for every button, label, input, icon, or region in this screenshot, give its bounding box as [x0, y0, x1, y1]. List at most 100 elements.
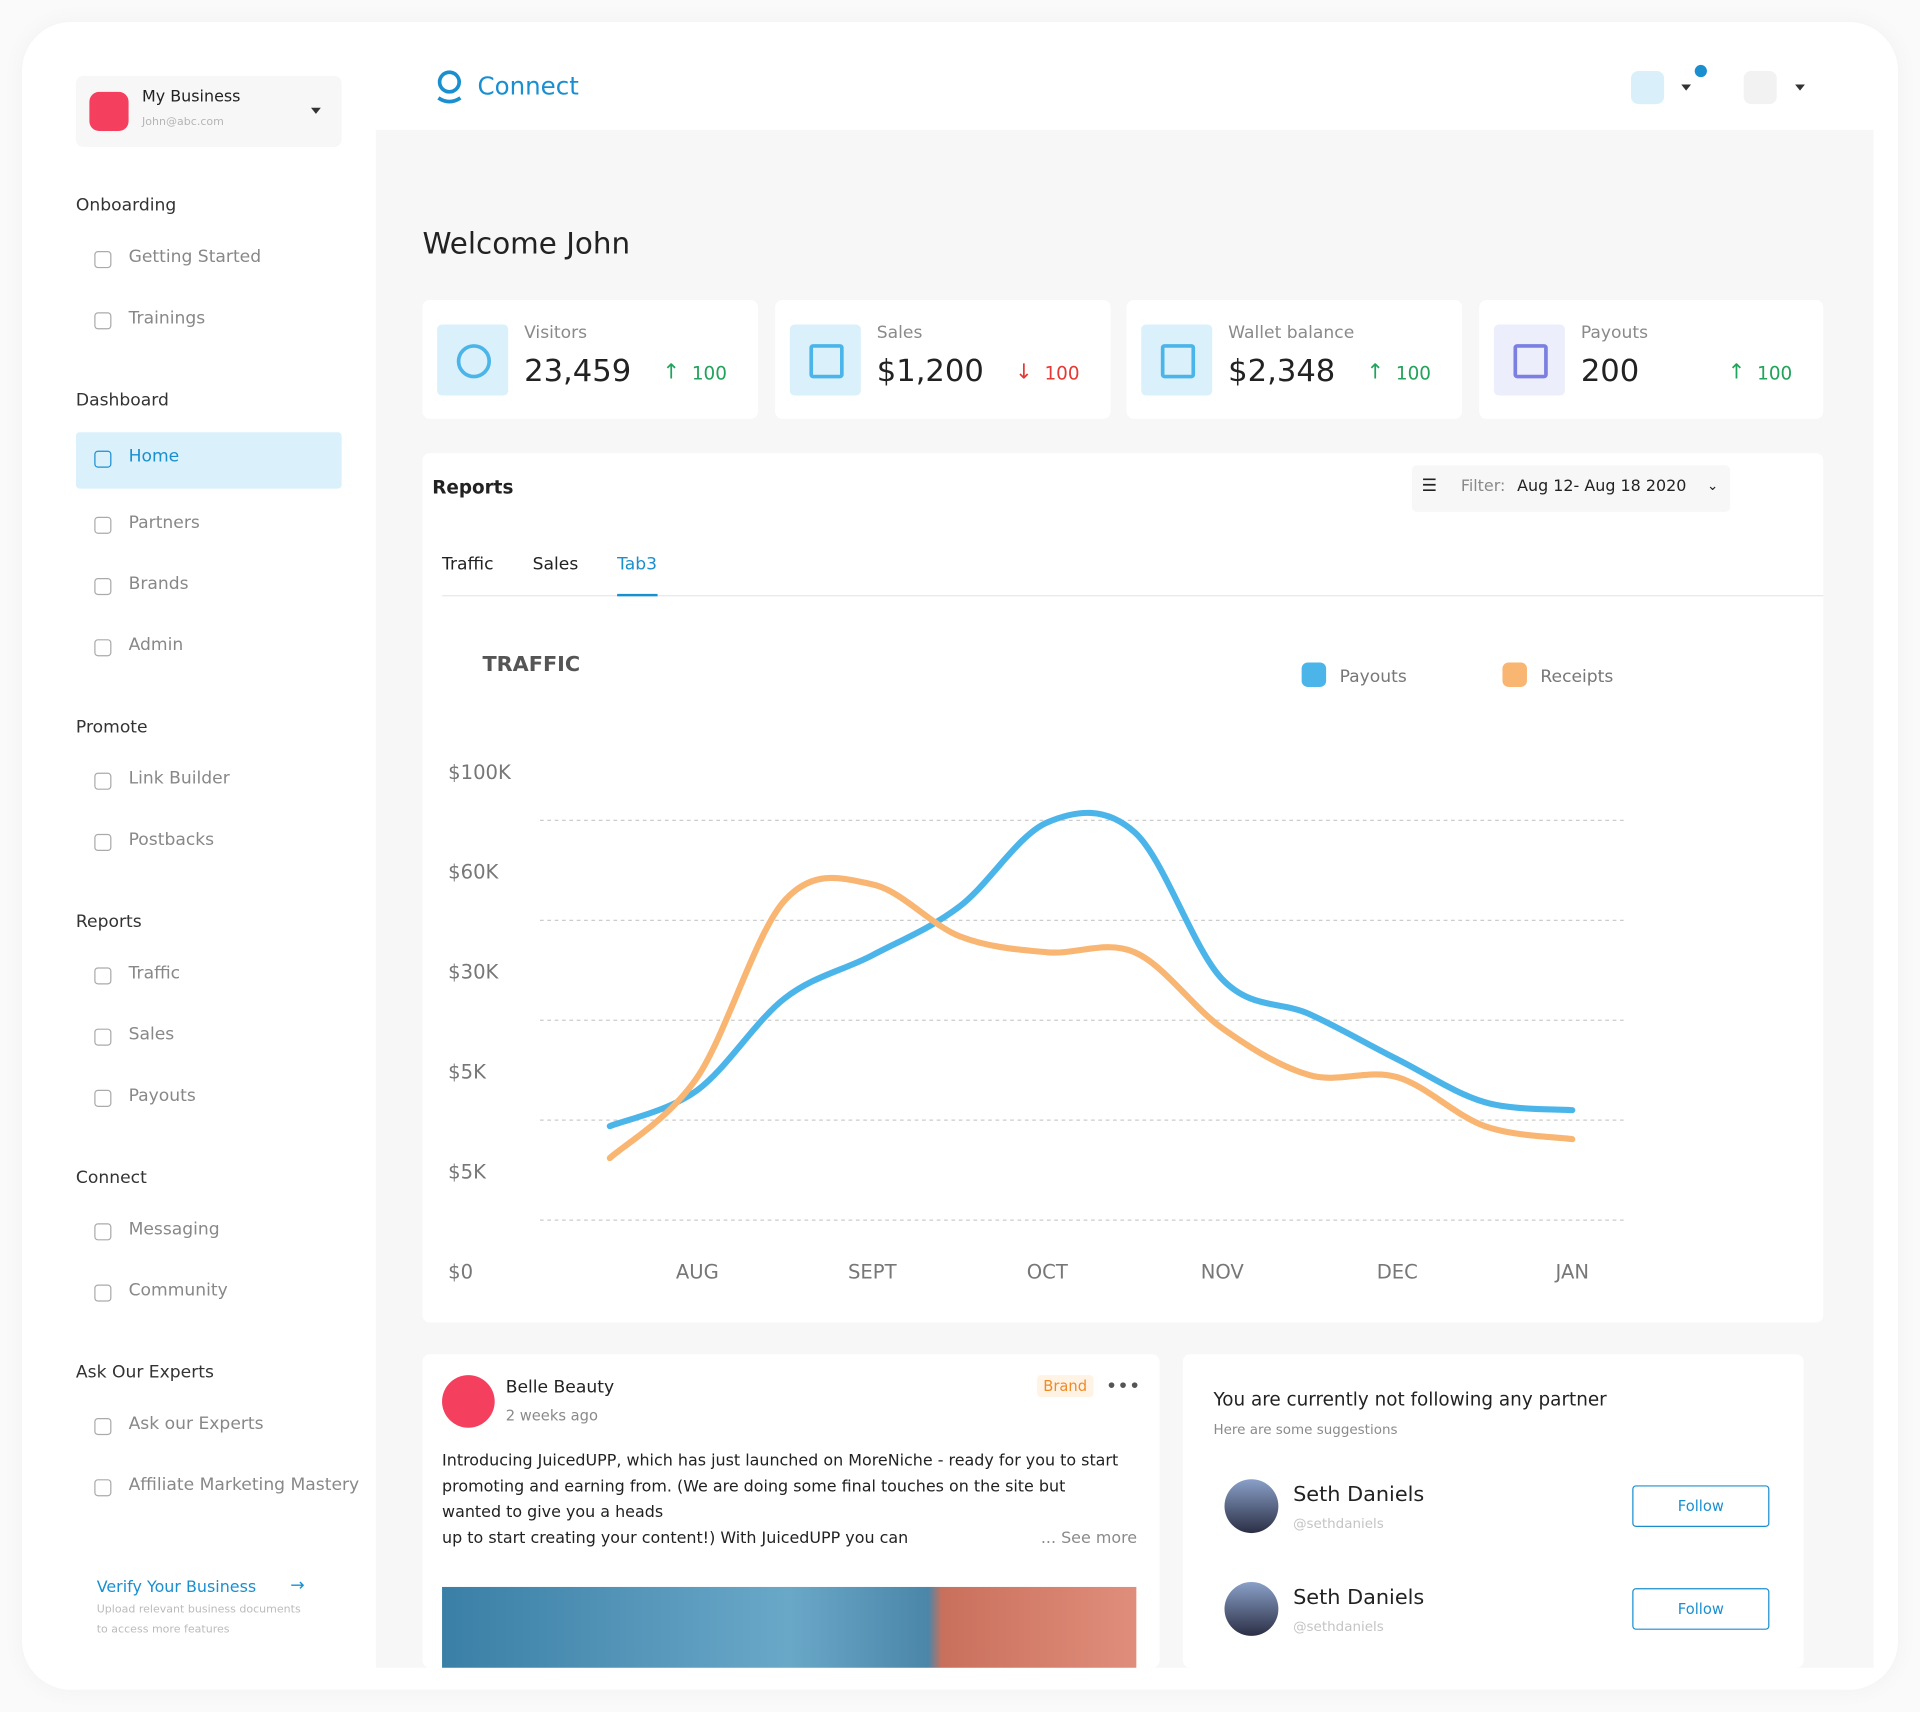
y-tick-label: $100K	[448, 761, 512, 784]
nav-icon	[94, 1028, 112, 1046]
legend-label: Payouts	[1340, 667, 1407, 687]
nav-icon	[94, 1284, 112, 1302]
reports-title: Reports	[432, 476, 514, 499]
filter-label: Filter:	[1460, 477, 1506, 496]
nav-item[interactable]: Messaging	[128, 1219, 220, 1240]
notifications[interactable]	[1631, 71, 1665, 105]
verify-title[interactable]: Verify Your Business	[96, 1578, 257, 1597]
tab[interactable]: Traffic	[442, 554, 494, 575]
business-switcher[interactable]: My Business John@abc.com	[75, 75, 342, 147]
more-menu[interactable]: •••	[1105, 1373, 1141, 1398]
reports-card: Reports ☰ Filter: Aug 12- Aug 18 2020 ⌄ …	[422, 453, 1824, 1323]
avatar	[1224, 1582, 1279, 1636]
section-title: Promote	[75, 717, 148, 738]
nav-item[interactable]: Link Builder	[128, 768, 230, 789]
nav-icon	[94, 577, 112, 596]
stat-label: Payouts	[1580, 323, 1649, 343]
suggestions-subtitle: Here are some suggestions	[1213, 1421, 1398, 1438]
business-logo	[89, 91, 129, 132]
post-image	[442, 1586, 1137, 1668]
nav-active	[75, 432, 342, 489]
post-card: Belle Beauty 2 weeks ago Brand ••• Intro…	[422, 1354, 1160, 1668]
nav-icon	[94, 312, 112, 330]
nav-item[interactable]: Partners	[128, 513, 200, 533]
post-line: Introducing JuicedUPP, which has just la…	[442, 1452, 1119, 1471]
series-line	[606, 809, 1576, 1130]
section-title: Connect	[75, 1168, 147, 1188]
stat-label: Sales	[876, 323, 923, 343]
nav-item[interactable]: Community	[128, 1280, 228, 1301]
series-line	[606, 874, 1576, 1162]
tag: Brand	[1037, 1375, 1094, 1398]
verify-text: Upload relevant business documents	[96, 1604, 301, 1617]
nav-item[interactable]: Admin	[128, 635, 184, 656]
business-email: John@abc.com	[142, 116, 224, 129]
follow-button[interactable]: Follow	[1632, 1485, 1770, 1527]
verify-arrow[interactable]: →	[290, 1575, 305, 1596]
nav-icon	[94, 833, 112, 852]
stat-glyph	[1160, 344, 1196, 379]
stat-glyph	[1513, 344, 1548, 379]
y-tick-label: $5K	[448, 1061, 487, 1084]
y-tick-label: $5K	[448, 1160, 487, 1183]
tab[interactable]: Sales	[532, 554, 579, 575]
suggestions-title: You are currently not following any part…	[1213, 1388, 1607, 1411]
y-tick-label: $0	[448, 1260, 473, 1283]
y-tick-label: $60K	[448, 861, 499, 884]
nav-item[interactable]: Payouts	[128, 1086, 196, 1106]
tab-underline	[617, 593, 658, 597]
notification-dot	[1694, 64, 1707, 78]
user-menu[interactable]	[1743, 71, 1777, 105]
brand-name: Connect	[477, 71, 579, 101]
stat-icon	[1493, 324, 1565, 396]
caret	[1795, 84, 1805, 91]
nav-item[interactable]: Brands	[128, 574, 189, 594]
tab[interactable]: Tab3	[617, 554, 658, 575]
stat-icon	[789, 324, 861, 396]
nav-item[interactable]: Affiliate Marketing Mastery	[128, 1475, 360, 1496]
filter-icon: ☰	[1421, 476, 1438, 496]
stat-icon	[437, 324, 509, 396]
nav-item[interactable]: Traffic	[128, 963, 181, 984]
section-title: Dashboard	[75, 390, 169, 411]
nav-item[interactable]: Getting Started	[128, 247, 262, 267]
stat-icon	[1141, 324, 1213, 396]
filter[interactable]: ☰ Filter: Aug 12- Aug 18 2020 ⌄	[1411, 465, 1731, 512]
section-title: Reports	[75, 912, 142, 932]
nav-item[interactable]: Home	[128, 446, 180, 467]
nav-icon	[94, 1223, 112, 1241]
chart: TRAFFIC $0 $5K $5K $30K $60K $100K AUG SEPT OCT NO…	[448, 652, 1627, 1283]
x-tick-label: DEC	[1377, 1260, 1418, 1283]
section-title: Ask Our Experts	[75, 1362, 214, 1383]
caret: ⌄	[1706, 477, 1719, 494]
nav-item[interactable]: Ask our Experts	[128, 1414, 264, 1434]
stat-value: 23,459	[524, 352, 632, 389]
stat-card: Payouts 200 ↑ 100	[1479, 300, 1824, 419]
follow-button[interactable]: Follow	[1632, 1588, 1770, 1630]
nav-item[interactable]: Sales	[128, 1024, 175, 1045]
person-handle: @sethdaniels	[1293, 1515, 1384, 1532]
stat-card: Visitors 23,459 ↑ 100	[422, 300, 758, 419]
post-line: wanted to give you a heads	[442, 1503, 664, 1523]
stat-change: 100	[1395, 362, 1432, 385]
legend-swatch	[1301, 662, 1327, 687]
nav-item[interactable]: Postbacks	[128, 830, 215, 850]
stat-value: 200	[1580, 352, 1640, 389]
author: Belle Beauty	[505, 1377, 615, 1398]
stat-arrow: ↑	[1366, 360, 1384, 385]
person-handle: @sethdaniels	[1293, 1618, 1384, 1635]
nav-icon	[94, 1479, 112, 1497]
nav-item[interactable]: Trainings	[128, 308, 206, 329]
stat-change: 100	[1044, 362, 1080, 385]
caret	[1681, 84, 1692, 91]
nav-icon	[94, 251, 112, 269]
tab-divider	[442, 595, 1824, 597]
stat-glyph	[809, 344, 844, 379]
verify-text: to access more features	[96, 1623, 230, 1636]
author-avatar	[442, 1375, 495, 1428]
section-title: Onboarding	[75, 195, 177, 216]
stat-arrow: ↓	[1015, 360, 1033, 385]
nav-icon	[94, 1089, 112, 1107]
see-more[interactable]: ... See more	[1040, 1529, 1138, 1548]
